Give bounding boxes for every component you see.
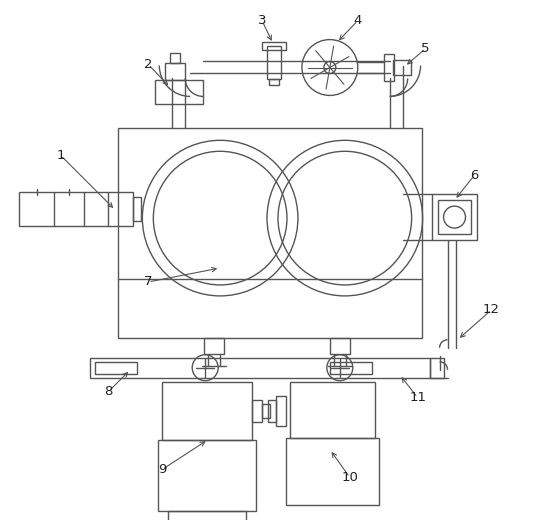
Text: 7: 7 [144,276,153,289]
Bar [170,53,181,63]
Bar [432,194,478,240]
Bar [165,63,185,80]
Bar [267,45,281,80]
Bar [252,400,262,421]
Bar [286,438,379,505]
Bar [268,400,276,421]
Bar [19,192,133,226]
Bar [393,59,411,76]
Bar [383,54,394,81]
Text: 9: 9 [158,463,166,476]
Bar [96,362,137,374]
Text: 10: 10 [341,471,358,484]
Bar [290,382,375,438]
Text: 6: 6 [470,169,479,182]
Bar [438,200,472,234]
Bar [133,197,141,221]
Text: 8: 8 [104,385,113,398]
Bar [118,128,422,338]
Text: 12: 12 [483,303,500,316]
Bar [168,511,246,521]
Bar [276,395,286,426]
Text: 5: 5 [421,42,430,55]
Text: 4: 4 [353,14,362,27]
Bar [90,358,429,378]
Bar [330,338,350,354]
Bar [269,80,279,85]
Bar [330,362,372,374]
Text: 2: 2 [144,58,153,71]
Text: 11: 11 [409,391,426,404]
Text: 3: 3 [258,14,266,27]
Bar [204,338,224,354]
Bar [155,80,203,104]
Bar [262,42,286,49]
Bar [429,358,444,378]
Bar [158,440,256,511]
Text: 1: 1 [56,149,65,162]
Bar [162,382,252,440]
Bar [262,404,270,417]
